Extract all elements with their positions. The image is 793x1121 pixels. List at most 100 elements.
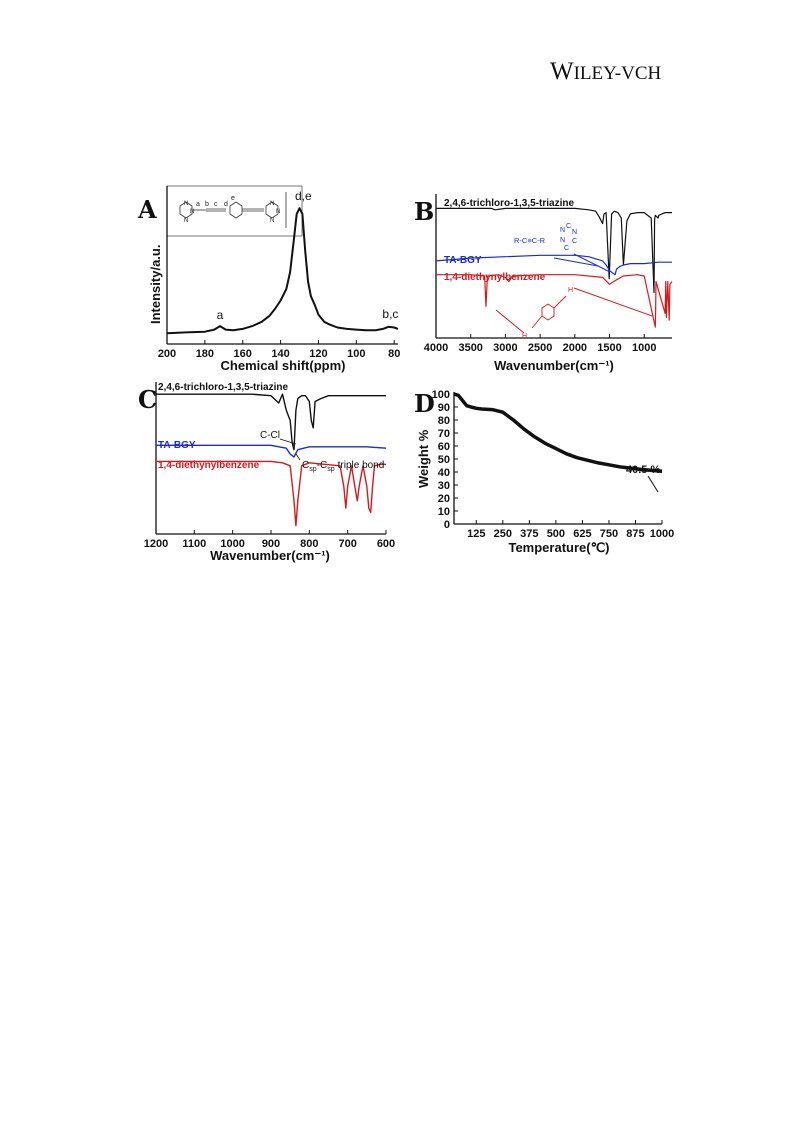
panel-d-y-title: Weight % [416,429,431,488]
panel-c-series-triazine [156,393,386,451]
inset-label-n6: N [270,218,274,224]
panel-b-xtick-label: 2000 [563,342,587,354]
panel-c-series-diethynyl [156,460,386,527]
panel-d-ytick-label: 90 [438,402,450,414]
panel-b-red-arrow-right [573,287,653,317]
panel-b-h-right: H [568,287,573,294]
panel-c-xtick-label: 900 [262,538,280,550]
panel-d-x-title: Temperature(℃) [508,540,609,555]
panel-d-xtick-label: 875 [626,528,644,540]
csp-sub1: sp [309,466,317,473]
panel-c-letter: C [138,385,157,414]
inset-label-n1: N [184,201,188,207]
panel-d-ytick-label: 80 [438,415,450,427]
panel-a-x-title: Chemical shift(ppm) [221,358,346,373]
inset-label-n2: N [190,209,194,215]
panel-d-residue-label: 40.5 % [626,464,660,476]
panel-d-ytick-label: 70 [438,428,450,440]
panel-c-csp-annotation: Csp-Csp triple bond [302,460,384,473]
csp-triple: triple bond [338,460,385,471]
panel-b-triple-right [553,295,567,309]
panel-d-svg: D 125 250 375 500 625 750 875 1000 0102030405060… [414,389,674,555]
panel-c-xtick-label: 1100 [182,538,206,550]
panel-b-alkyne-formula: R-C≡C-R [514,236,546,245]
panel-a-peak-label-1: d,e [295,189,312,203]
panel-a-letter: A [137,195,157,224]
panel-a-svg: A N N N a b c d e N N N 200 180 160 140 120 1… [137,185,401,373]
panel-b-label-diethynyl: 1,4-diethynylbenzene [444,272,546,283]
panel-d-ytick-label: 30 [438,480,450,492]
panel-b-h-left: H [522,333,527,340]
panel-a-peak-label-2: b,c [382,307,398,321]
inset-label-n3: N [184,218,188,224]
panel-c-label-tabgy: TA-BGY [158,440,196,451]
ring-label-c2: C [572,238,577,245]
panel-d-xtick-label: 1000 [650,528,674,540]
panel-b-blue-arrow-2 [573,253,611,273]
ring-label-n3: N [560,237,565,244]
panel-d-xtick-label: 625 [573,528,591,540]
panel-b-triple-left [531,315,543,329]
panel-a-y-title: Intensity/a.u. [148,245,163,324]
panel-c-x-title: Wavenumber(cm⁻¹) [210,548,330,563]
triazine-ring-left [179,201,193,219]
panel-b-xtick-label: 2500 [528,342,552,354]
publisher-logo: WILEY-VCH [550,58,661,86]
panel-d-ytick-label: 40 [438,467,450,479]
csp-c2: -C [317,460,328,471]
panel-b-series-tabgy [435,254,672,276]
panel-d-xtick-label: 375 [520,528,538,540]
panel-b-structure-annotation: R-C≡C-R N C N N C C H H [495,223,653,340]
csp-sub2: sp [327,466,335,473]
panel-d-xtick-label: 125 [467,528,485,540]
panel-b-label-tabgy: TA-BGY [444,255,482,266]
inset-label-b: b [205,201,209,208]
panel-c-label-triazine: 2,4,6-trichloro-1,3,5-triazine [158,382,288,393]
panel-d-residue-arrow [647,475,659,493]
inset-label-c: c [214,201,218,208]
panel-c-plot-area: 1200 1100 1000 900 800 700 600 [144,393,395,550]
panel-c-ccl-annotation: C-Cl [260,430,280,441]
panel-a-xtick-label: 140 [271,348,289,360]
panel-a-xtick-label: 200 [158,348,176,360]
ring-label-n1: N [560,227,565,234]
inset-label-n4: N [270,201,274,207]
triazine-ring-right [265,201,279,219]
panel-d-ytick-label: 20 [438,493,450,505]
panel-d-ytick-label: 100 [432,389,450,401]
publisher-logo-rest: ILEY [573,63,615,84]
panel-d-xtick-label: 250 [494,528,512,540]
panel-b-label-triazine: 2,4,6-trichloro-1,3,5-triazine [444,198,574,209]
panel-c-xtick-label: 800 [300,538,318,550]
panel-a-xtick-label: 180 [196,348,214,360]
panel-d-letter: D [414,389,435,418]
panel-d-ytick-label: 10 [438,506,450,518]
panel-a-plot-area: 200 180 160 140 120 100 80 a d,e b,c [158,189,401,360]
panel-b-series-triazine [436,207,672,294]
panel-b-xtick-label: 1000 [632,342,656,354]
panel-b-xtick-label: 3000 [493,342,517,354]
panel-a-xtick-label: 100 [347,348,365,360]
panel-c-ccl-arrow [279,438,297,445]
ring-label-c3: C [564,245,569,252]
panel-c-xtick-label: 1200 [144,538,168,550]
panel-d-xtick-label: 500 [547,528,565,540]
panel-b-benzene-ring [541,303,555,321]
panel-d-tga-series [453,392,663,474]
panel-d-xtick-label: 750 [600,528,618,540]
panel-d-ytick-label: 50 [438,454,450,466]
inset-label-n5: N [276,209,280,215]
panel-b-xtick-label: 4000 [424,342,448,354]
csp-c1: C [302,460,309,471]
panel-b-red-arrow-left [495,309,525,334]
panel-b-svg: B 4000 3500 3000 2500 2000 1500 1000 2,4,6-tri… [414,194,673,373]
ring-label-c1: C [566,223,571,230]
publisher-logo-suffix: -VCH [614,63,662,84]
inset-label-e: e [231,195,235,202]
inset-label-a: a [196,201,200,208]
panel-b-series-diethynyl [436,274,673,328]
panel-c-xtick-label: 600 [377,538,395,550]
panel-b-plot-area: 4000 3500 3000 2500 2000 1500 1000 [424,207,673,354]
panel-a-nmr-chart: A N N N a b c d e N N N 200 180 160 140 120 1… [137,184,401,373]
panel-c-ftir-zoom-chart: C 1200 1100 1000 900 800 700 600 2,4,6-trichlo… [138,376,400,564]
